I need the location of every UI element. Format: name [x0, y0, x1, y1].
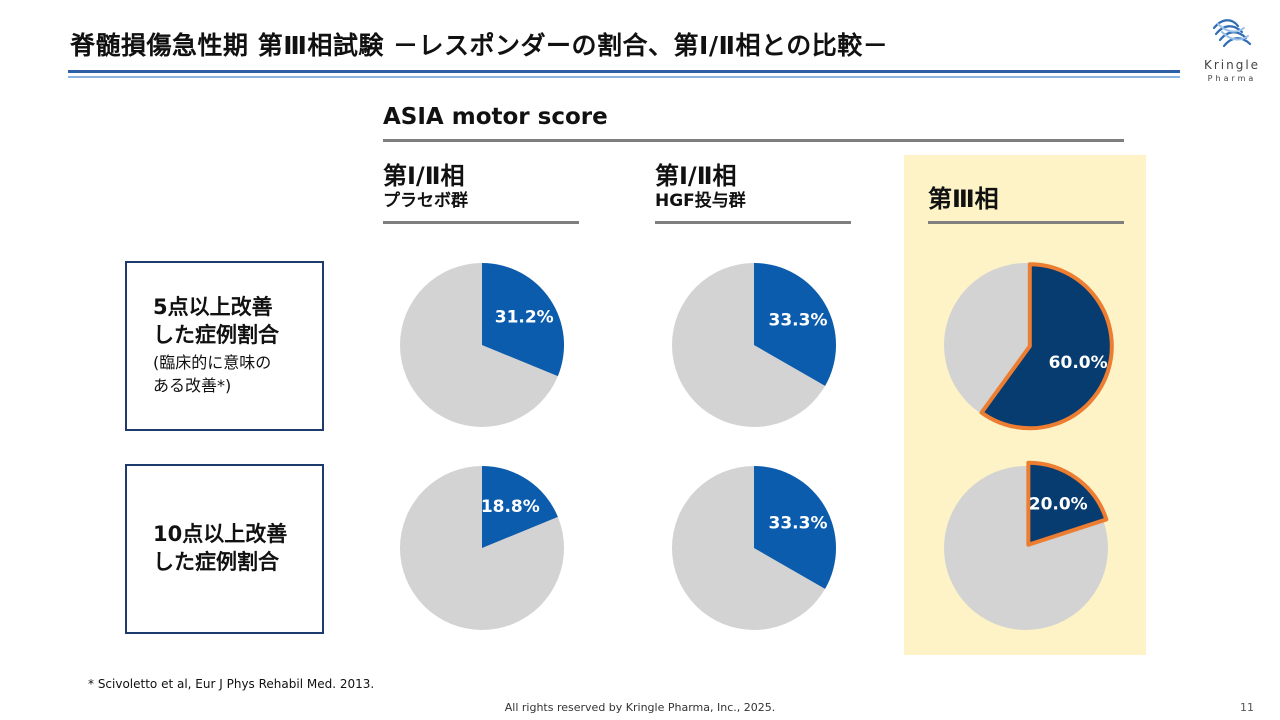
column-header-phase3-phase: 第Ⅲ相: [928, 185, 999, 213]
column-header-hgf-phase: 第Ⅰ/Ⅱ相: [655, 162, 737, 190]
pie-data-label: 60.0%: [1049, 353, 1108, 373]
row-label-5pt: 5点以上改善 した症例割合: [153, 295, 279, 347]
page-title: 脊髄損傷急性期 第Ⅲ相試験 －レスポンダーの割合、第Ⅰ/Ⅱ相との比較－: [70, 31, 889, 60]
column-header-placebo-phase: 第Ⅰ/Ⅱ相: [383, 162, 465, 190]
company-logo: Kringle Pharma: [1196, 16, 1268, 86]
column-header-placebo-group: プラセボ群: [383, 191, 468, 211]
footnote: * Scivoletto et al, Eur J Phys Rehabil M…: [88, 677, 375, 691]
title-rule-dark: [68, 70, 1180, 73]
copyright: All rights reserved by Kringle Pharma, I…: [504, 701, 776, 714]
column-header-hgf-group: HGF投与群: [655, 191, 746, 211]
row-label-box-5pt: 5点以上改善 した症例割合 (臨床的に意味の ある改善*): [125, 261, 324, 431]
row-label-10pt: 10点以上改善 した症例割合: [153, 522, 288, 574]
helix-logo-icon: [1212, 19, 1252, 48]
pie-slice-value: [754, 263, 836, 386]
pie-chart: 31.2%: [400, 263, 564, 427]
title-rule-light: [68, 76, 1180, 78]
pie-data-label: 31.2%: [495, 308, 554, 328]
section-title-rule: [383, 139, 1124, 142]
column-header-hgf: 第Ⅰ/Ⅱ相 HGF投与群: [655, 162, 746, 212]
pie-chart: 33.3%: [672, 263, 836, 427]
pie-data-label: 33.3%: [769, 311, 828, 331]
pie-slice-value: [482, 263, 564, 377]
pie-chart: 20.0%: [944, 460, 1109, 630]
page-number: 11: [1240, 701, 1254, 714]
pie-chart: 60.0%: [944, 262, 1114, 431]
column-header-placebo: 第Ⅰ/Ⅱ相 プラセボ群: [383, 162, 468, 212]
logo-name: Kringle: [1203, 58, 1261, 72]
pie-slice-value: [754, 466, 836, 589]
section-title: ASIA motor score: [383, 104, 608, 130]
pie-data-label: 18.8%: [481, 497, 540, 517]
logo-subname: Pharma: [1207, 74, 1257, 83]
pie-data-label: 33.3%: [769, 514, 828, 534]
pie-data-label: 20.0%: [1029, 495, 1088, 515]
pie-chart: 33.3%: [672, 466, 836, 630]
column-rule-hgf: [655, 221, 851, 224]
column-rule-phase3: [928, 221, 1124, 224]
row-note-5pt: (臨床的に意味の ある改善*): [153, 353, 272, 395]
pie-slice-value: [482, 466, 558, 548]
pie-chart: 18.8%: [400, 466, 564, 630]
column-rule-placebo: [383, 221, 579, 224]
pie-slice-value: [1026, 460, 1109, 547]
pie-slice-value: [979, 262, 1114, 431]
column-header-phase3: 第Ⅲ相: [928, 185, 999, 213]
row-label-box-10pt: 10点以上改善 した症例割合: [125, 464, 324, 634]
